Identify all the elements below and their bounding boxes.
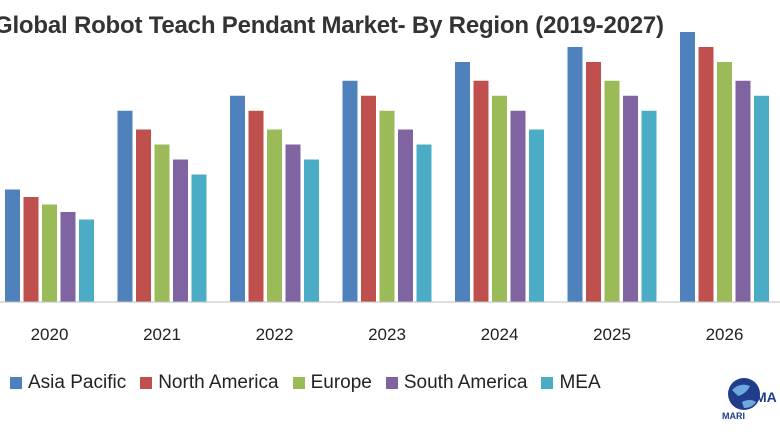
x-tick-label-2026: 2026	[706, 325, 744, 344]
bar-south-america-2022	[285, 144, 301, 302]
bar-south-america-2020	[60, 212, 76, 302]
legend-item-north-america: North America	[140, 372, 279, 394]
bar-south-america-2025	[623, 95, 638, 302]
legend-item-south-america: South America	[385, 372, 528, 394]
legend-label: MEA	[559, 372, 601, 393]
bar-europe-2026	[717, 62, 732, 302]
x-tick-label-2020: 2020	[31, 325, 69, 344]
bars-group	[5, 32, 769, 302]
x-tick-label-2022: 2022	[256, 325, 294, 344]
bar-south-america-2023	[398, 129, 413, 302]
bar-europe-2020	[42, 204, 57, 302]
x-tick-label-2024: 2024	[481, 325, 519, 344]
bar-mea-2026	[754, 95, 769, 302]
bar-asia-pacific-2021	[117, 110, 133, 302]
x-tick-label-2021: 2021	[143, 325, 181, 344]
legend-item-europe: Europe	[292, 372, 372, 394]
bar-asia-pacific-2026	[680, 32, 695, 302]
legend-swatch	[541, 377, 554, 389]
chart-title: Global Robot Teach Pendant Market- By Re…	[0, 12, 664, 39]
legend-label: Europe	[310, 372, 372, 393]
bar-mea-2025	[641, 110, 657, 302]
bar-south-america-2024	[510, 110, 526, 302]
bar-europe-2021	[154, 144, 170, 302]
bar-mea-2020	[79, 219, 94, 302]
bar-europe-2025	[604, 80, 620, 302]
x-tick-label-2025: 2025	[593, 325, 631, 344]
bar-europe-2022	[267, 129, 282, 302]
bar-north-america-2022	[248, 110, 264, 302]
legend: Asia Pacific North America Europe South Ame…	[10, 372, 615, 394]
bar-mea-2024	[529, 129, 544, 302]
bar-asia-pacific-2025	[567, 47, 583, 302]
legend-label: Asia Pacific	[28, 372, 127, 393]
bar-europe-2023	[379, 110, 395, 302]
bar-mea-2023	[416, 144, 432, 302]
bar-south-america-2026	[735, 80, 751, 302]
legend-label: North America	[158, 372, 279, 393]
logo-text-2: MARI	[722, 411, 745, 421]
bar-asia-pacific-2022	[230, 95, 245, 302]
legend-swatch	[292, 377, 305, 389]
bar-north-america-2023	[361, 95, 376, 302]
bar-north-america-2025	[586, 62, 601, 302]
bar-mea-2021	[191, 174, 207, 302]
x-tick-labels: 2020 2021 2022 2023 2024 2025 2026	[31, 325, 744, 344]
legend-swatch	[10, 377, 22, 389]
globe-logo-icon: MA MARI	[722, 378, 777, 421]
bar-asia-pacific-2020	[5, 189, 20, 302]
legend-swatch	[140, 377, 153, 389]
legend-label: South America	[403, 372, 528, 393]
legend-item-mea: MEA	[541, 372, 601, 394]
bar-asia-pacific-2023	[342, 80, 358, 302]
bar-mea-2022	[304, 159, 319, 302]
bar-north-america-2020	[23, 197, 39, 302]
x-tick-label-2023: 2023	[368, 325, 406, 344]
bar-south-america-2021	[173, 159, 188, 302]
bar-north-america-2026	[698, 47, 714, 302]
legend-swatch	[385, 377, 398, 389]
bar-north-america-2021	[136, 129, 151, 302]
legend-item-asia-pacific: Asia Pacific	[10, 372, 126, 394]
bar-europe-2024	[492, 95, 507, 302]
bar-asia-pacific-2024	[455, 62, 470, 302]
bar-north-america-2024	[473, 80, 489, 302]
logo-text: MA	[755, 389, 777, 405]
